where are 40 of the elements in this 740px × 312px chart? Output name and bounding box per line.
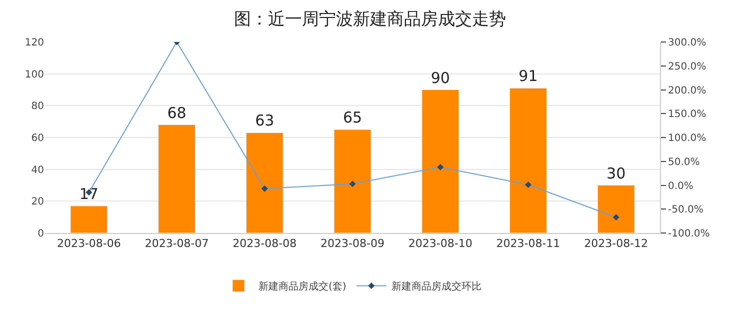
data-label: 17 — [79, 184, 98, 203]
data-label: 90 — [430, 68, 450, 87]
y-tick-label: 60 — [31, 133, 44, 144]
y-tick-label: 40 — [31, 164, 44, 176]
chart-title: 图：近一周宁波新建商品房成交走势 — [234, 9, 506, 30]
data-label: 63 — [255, 112, 274, 130]
bar — [246, 132, 284, 233]
y2-tick-label: 100.0% — [668, 133, 706, 144]
x-tick-label: 2023-08-06 — [56, 237, 121, 250]
y2-tick-label: 50.0% — [668, 156, 700, 168]
y2-tick-label: 200.0% — [668, 85, 706, 96]
bar — [597, 185, 635, 233]
y2-tick-label: 150.0% — [668, 109, 706, 120]
x-tick-label: 2023-08-11 — [496, 237, 560, 250]
data-label: 65 — [342, 108, 362, 127]
data-label: 91 — [518, 67, 538, 86]
bar — [334, 129, 372, 233]
x-tick-label: 2023-08-12 — [584, 237, 648, 250]
y2-tick-label: 300.0% — [668, 38, 706, 48]
bar — [510, 88, 547, 233]
bar — [158, 124, 196, 233]
y-tick-label: 100 — [24, 69, 44, 80]
y2-tick-label: -100.0% — [668, 228, 710, 240]
x-tick-label: 2023-08-07 — [144, 237, 209, 250]
y-tick-label: 120 — [24, 38, 44, 48]
legend-label: 新建商品房成交环比 — [391, 280, 482, 293]
data-label: 30 — [606, 164, 626, 182]
y2-tick-label: 250.0% — [668, 61, 706, 72]
y-tick-label: 20 — [31, 196, 44, 208]
y2-tick-label: -50.0% — [668, 204, 704, 216]
y-tick-label: 0 — [38, 228, 44, 240]
legend-label: 新建商品房成交(套) — [258, 280, 346, 293]
x-tick-label: 2023-08-09 — [320, 237, 384, 250]
x-tick-label: 2023-08-08 — [232, 237, 297, 250]
bar — [70, 206, 108, 233]
bar — [422, 90, 460, 233]
data-label: 68 — [167, 104, 186, 122]
y2-tick-label: 0.0% — [668, 180, 694, 192]
y-tick-label: 80 — [31, 101, 44, 112]
x-tick-label: 2023-08-10 — [408, 237, 472, 250]
